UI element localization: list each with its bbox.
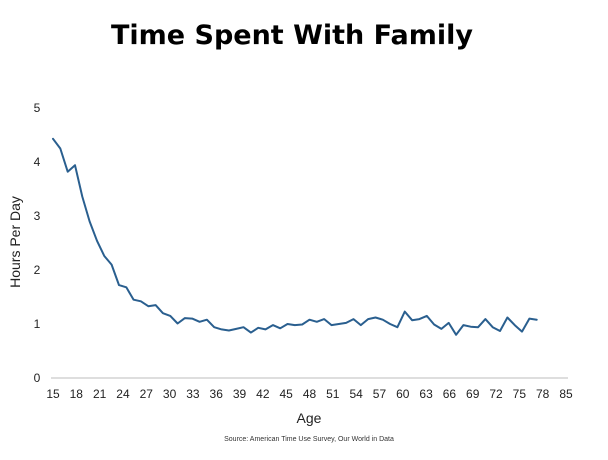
- x-axis-label: Age: [297, 410, 322, 426]
- x-tick-label: 15: [46, 387, 60, 401]
- y-tick-label: 1: [34, 317, 41, 331]
- x-tick-label: 57: [373, 387, 387, 401]
- x-tick-label: 45: [280, 387, 294, 401]
- x-tick-label: 63: [419, 387, 433, 401]
- x-tick-label: 48: [303, 387, 317, 401]
- y-tick-label: 4: [34, 155, 41, 169]
- x-tick-label: 60: [396, 387, 410, 401]
- y-tick-label: 5: [34, 101, 41, 115]
- x-tick-label: 54: [349, 387, 363, 401]
- x-tick-label: 18: [70, 387, 84, 401]
- x-tick-label: 69: [466, 387, 480, 401]
- x-tick-label: 75: [513, 387, 527, 401]
- x-tick-label: 24: [116, 387, 130, 401]
- x-tick-label: 42: [256, 387, 270, 401]
- series-line: [52, 137, 538, 336]
- x-tick-label: 30: [163, 387, 177, 401]
- x-tick-label: 36: [210, 387, 224, 401]
- x-tick-label: 85: [559, 387, 573, 401]
- y-tick-label: 0: [34, 371, 41, 385]
- source-note: Source: American Time Use Survey, Our Wo…: [224, 436, 394, 443]
- x-axis: 15 18 21 24 27 30 33 36 39 42 45 48 51 54 57 60 63 66 69 72…: [46, 387, 573, 401]
- y-axis: 0 1 2 3 4 5: [34, 101, 41, 385]
- chart-title: Time Spent With Family: [111, 20, 473, 51]
- x-tick-label: 21: [93, 387, 107, 401]
- x-tick-label: 51: [326, 387, 340, 401]
- y-tick-label: 3: [34, 209, 41, 223]
- x-tick-label: 33: [186, 387, 200, 401]
- y-tick-label: 2: [34, 263, 41, 277]
- y-axis-label: Hours Per Day: [7, 196, 23, 288]
- x-tick-label: 72: [489, 387, 503, 401]
- x-tick-label: 39: [233, 387, 247, 401]
- x-tick-label: 78: [536, 387, 550, 401]
- x-tick-label: 66: [443, 387, 457, 401]
- x-tick-label: 27: [140, 387, 154, 401]
